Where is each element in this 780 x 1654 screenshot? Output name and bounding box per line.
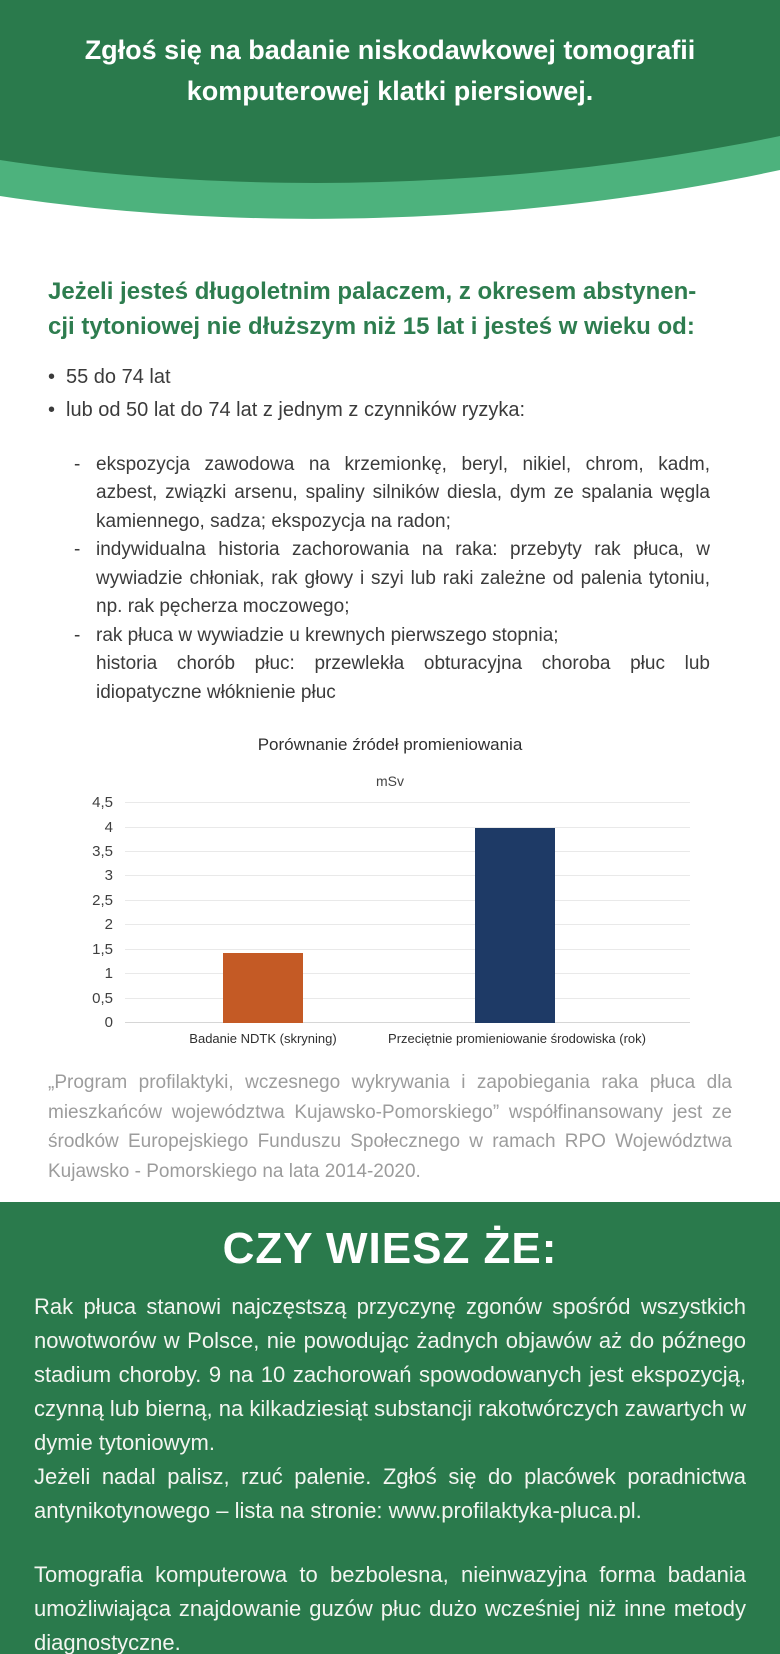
know-paragraph-quit-smoking: Jeżeli nadal palisz, rzuć palenie. Zgłoś… [34, 1464, 746, 1523]
hero-header: Zgłoś się na badanie niskodawkowej tomog… [0, 0, 780, 235]
y-tick-label: 0 [104, 1014, 113, 1032]
y-tick-label: 4 [104, 818, 113, 836]
chart-unit-label: mSv [376, 773, 404, 790]
y-tick-label: 1 [104, 965, 113, 983]
chart-gridline: 1 [105, 965, 690, 982]
x-axis-label-0: Badanie NDTK (skryning) [189, 1031, 337, 1047]
main-content: Jeżeli jesteś długoletnim palaczem, z ok… [0, 235, 780, 1202]
age-criteria-list: 55 do 74 latlub od 50 lat do 74 lat z je… [48, 361, 732, 427]
risk-factor-item: indywidualna historia zachorowania na ra… [70, 536, 710, 622]
chart-gridline: 1,5 [92, 941, 690, 958]
hero-title: Zgłoś się na badanie niskodawkowej tomog… [84, 35, 696, 106]
did-you-know-heading: CZY WIESZ ŻE: [222, 1224, 558, 1273]
chart-gridline: 2 [105, 916, 690, 933]
y-tick-label: 3,5 [92, 842, 113, 860]
chart-gridline: 3 [105, 867, 690, 884]
risk-factor-list: ekspozycja zawodowa na krzemionkę, beryl… [70, 451, 710, 708]
age-criteria-item: 55 do 74 lat [48, 361, 732, 394]
y-tick-label: 4,5 [92, 794, 113, 812]
chart-bar-1 [475, 827, 555, 1024]
radiation-comparison-chart: Porównanie źródeł promieniowania mSv 0 0,… [48, 735, 732, 1046]
chart-gridline: 0,5 [92, 990, 690, 1007]
chart-bar-0 [223, 953, 303, 1024]
y-tick-label: 1,5 [92, 940, 113, 958]
y-tick-label: 0,5 [92, 989, 113, 1007]
y-tick-label: 2 [104, 916, 113, 934]
chart-gridline: 4 [105, 819, 690, 836]
funding-note: „Program profilaktyki, wczesnego wykrywa… [48, 1072, 732, 1182]
x-axis-label-1: Przeciętnie promieniowanie środowiska (r… [388, 1031, 646, 1047]
chart-title: Porównanie źródeł promieniowania [257, 735, 523, 755]
chart-gridline: 0 [105, 1014, 690, 1031]
chart-gridline: 2,5 [92, 892, 690, 909]
know-paragraph-lung-cancer: Rak płuca stanowi najczęstszą przyczynę … [34, 1294, 746, 1455]
risk-factor-item: ekspozycja zawodowa na krzemionkę, beryl… [70, 451, 710, 537]
eligibility-heading: Jeżeli jesteś długoletnim palaczem, z ok… [48, 278, 697, 340]
curve-white-shape [0, 170, 780, 235]
know-paragraph-ct-benefits: Tomografia komputerowa to bezbolesna, ni… [34, 1562, 746, 1654]
risk-factor-item: historia chorób płuc: przewlekła obturac… [96, 653, 710, 703]
risk-factor-item: rak płuca w wywiadzie u krewnych pierwsz… [70, 622, 710, 651]
header-curve-decoration [0, 136, 780, 235]
chart-gridline: 4,5 [92, 794, 690, 811]
chart-plot: 0 0,5 1 1,5 2 2,5 3 3,5 4 4,5 Badanie NDTK (skryni… [92, 794, 690, 1046]
did-you-know-section: CZY WIESZ ŻE: Rak płuca stanowi najczęst… [0, 1202, 780, 1654]
chart-gridline: 3,5 [92, 843, 690, 860]
y-tick-label: 2,5 [92, 891, 113, 909]
y-tick-label: 3 [104, 867, 113, 885]
age-criteria-item: lub od 50 lat do 74 lat z jednym z czynn… [48, 394, 732, 427]
